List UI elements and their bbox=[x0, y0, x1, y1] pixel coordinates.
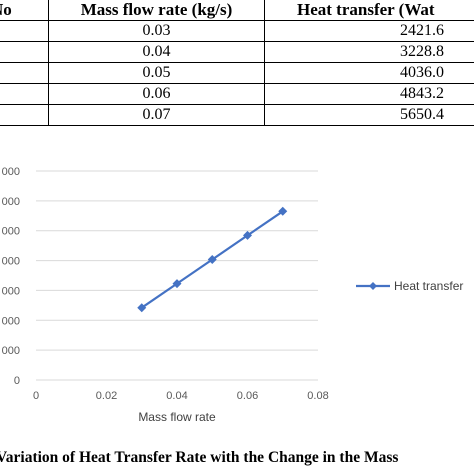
x-tick-label: 0.06 bbox=[237, 390, 258, 402]
table-header-row: No Mass flow rate (kg/s) Heat transfer (… bbox=[0, 0, 474, 21]
figure-caption: Variation of Heat Transfer Rate with the… bbox=[0, 449, 399, 466]
cell-no bbox=[0, 20, 49, 42]
y-tick-label: 000 bbox=[2, 226, 20, 238]
x-tick-label: 0 bbox=[33, 390, 39, 402]
x-tick-label: 0.08 bbox=[307, 390, 328, 402]
data-point bbox=[278, 206, 288, 216]
cell-no bbox=[0, 104, 49, 126]
table-row: 0.06 4843.2 bbox=[0, 83, 474, 105]
cell-no bbox=[0, 83, 49, 105]
cell-no bbox=[0, 62, 49, 84]
legend-label: Heat transfer bbox=[394, 279, 463, 293]
column-header-heat-transfer: Heat transfer (Wat bbox=[264, 0, 474, 21]
legend-marker bbox=[369, 282, 377, 290]
x-axis-label: Mass flow rate bbox=[138, 410, 216, 424]
cell-heat-transfer: 4036.0 bbox=[264, 62, 474, 84]
y-tick-label: 000 bbox=[2, 256, 20, 268]
x-tick-label: 0.02 bbox=[96, 390, 117, 402]
y-tick-label: 0 bbox=[14, 375, 20, 387]
y-tick-label: 000 bbox=[2, 166, 20, 178]
cell-heat-transfer: 4843.2 bbox=[264, 83, 474, 105]
table-row: 0.03 2421.6 bbox=[0, 20, 474, 42]
table-row: 0.04 3228.8 bbox=[0, 41, 474, 63]
data-point bbox=[207, 254, 217, 264]
data-table: No Mass flow rate (kg/s) Heat transfer (… bbox=[0, 0, 474, 126]
y-tick-label: 000 bbox=[2, 285, 20, 297]
cell-heat-transfer: 5650.4 bbox=[264, 104, 474, 126]
cell-mass-flow: 0.04 bbox=[48, 41, 265, 63]
table-row: 0.05 4036.0 bbox=[0, 62, 474, 84]
column-header-no: No bbox=[0, 0, 49, 21]
y-tick-label: 000 bbox=[2, 315, 20, 327]
cell-mass-flow: 0.07 bbox=[48, 104, 265, 126]
cell-heat-transfer: 3228.8 bbox=[264, 41, 474, 63]
y-tick-label: 000 bbox=[2, 345, 20, 357]
data-point bbox=[243, 230, 252, 240]
table-row: 0.07 5650.4 bbox=[0, 104, 474, 126]
column-header-mass-flow: Mass flow rate (kg/s) bbox=[48, 0, 265, 21]
cell-heat-transfer: 2421.6 bbox=[264, 20, 474, 42]
cell-mass-flow: 0.05 bbox=[48, 62, 265, 84]
cell-mass-flow: 0.06 bbox=[48, 83, 265, 105]
data-point bbox=[137, 303, 147, 313]
cell-no bbox=[0, 41, 49, 63]
cell-mass-flow: 0.03 bbox=[48, 20, 265, 42]
x-tick-label: 0.04 bbox=[166, 390, 187, 402]
data-point bbox=[172, 279, 182, 289]
y-tick-label: 000 bbox=[2, 196, 20, 208]
